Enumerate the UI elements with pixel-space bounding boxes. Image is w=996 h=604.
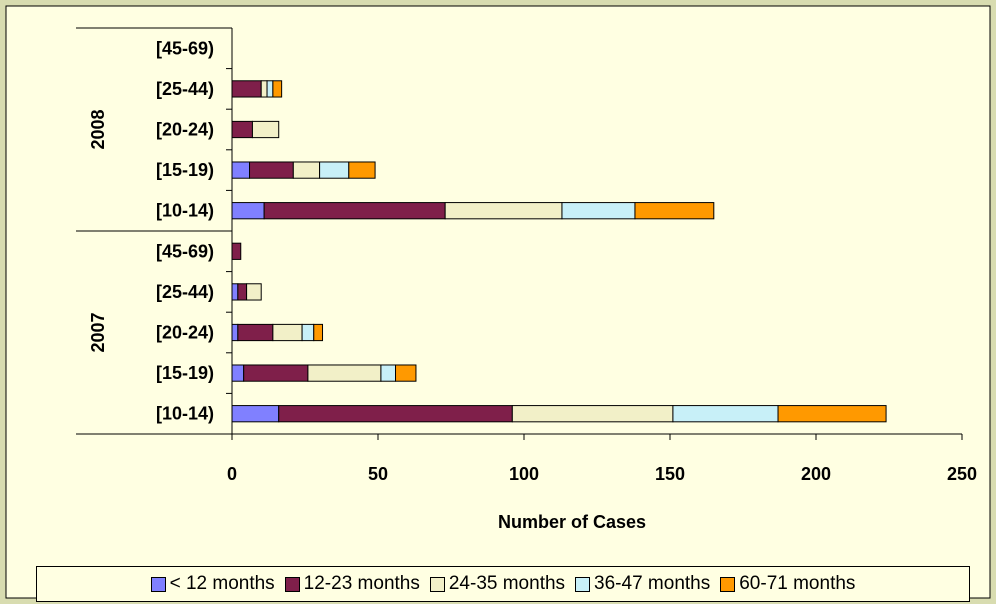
legend-label: 12-23 months	[303, 573, 420, 594]
legend-swatch	[150, 576, 166, 592]
legend-label: 60-71 months	[739, 573, 856, 594]
legend-label: < 12 months	[169, 573, 275, 594]
legend-swatch	[575, 576, 591, 592]
bar-segment	[249, 161, 294, 179]
legend-label: 24-35 months	[448, 573, 566, 594]
legend-item: 12-23 months	[284, 573, 420, 595]
bar-segment	[231, 364, 245, 382]
legend-swatch	[429, 576, 445, 592]
bar-segment	[319, 161, 350, 179]
bar-segment	[231, 323, 239, 342]
x-axis-title: Number of Cases	[498, 512, 646, 532]
bar-segment	[348, 161, 376, 179]
legend-swatch	[284, 576, 300, 592]
bar-segment	[380, 364, 397, 382]
bar-segment	[231, 242, 242, 260]
category-label: [25-44)	[156, 79, 214, 99]
bars-layer	[231, 80, 887, 423]
category-label: [20-24)	[156, 120, 214, 140]
legend-item: 60-71 months	[720, 573, 855, 595]
legend-item: < 12 months	[150, 573, 275, 595]
bar-segment	[561, 202, 636, 220]
legend-label: 36-47 months	[594, 573, 711, 594]
bar-segment	[444, 202, 563, 220]
x-tick-label: 150	[655, 464, 685, 484]
legend-item: 24-35 months	[429, 573, 566, 595]
category-label: [15-19)	[156, 363, 214, 383]
x-tick-label: 200	[801, 464, 831, 484]
bar-segment	[292, 161, 321, 179]
legend-swatch	[720, 576, 736, 592]
bar-segment	[231, 202, 265, 220]
bar-segment	[278, 405, 513, 423]
bar-segment	[231, 405, 280, 423]
category-label: [45-69)	[156, 241, 214, 261]
bar-segment	[251, 120, 280, 139]
bar-segment	[243, 364, 309, 382]
bar-segment	[246, 283, 262, 301]
x-tick-label: 50	[368, 464, 388, 484]
bar-segment	[237, 283, 248, 301]
bar-segment	[263, 202, 446, 220]
bar-segment	[231, 80, 262, 98]
legend: < 12 months 12-23 months 24-35 months 36-47…	[36, 566, 970, 602]
x-tick-label: 100	[509, 464, 539, 484]
bar-segment	[231, 283, 239, 301]
category-label: [10-14)	[156, 404, 214, 424]
bar-segment	[266, 80, 274, 98]
axes-layer: [45-69) [25-44) [20-24) [15-19) [10-14) [45-6…	[76, 27, 977, 484]
bar-segment	[260, 80, 268, 98]
x-tick-label: 0	[227, 464, 237, 484]
bar-segment	[237, 323, 274, 342]
category-label: [45-69)	[156, 38, 214, 58]
bar-segment	[672, 405, 779, 423]
bar-segment	[272, 80, 283, 98]
bar-segment	[272, 323, 303, 342]
bar-segment	[313, 323, 324, 342]
category-label: [20-24)	[156, 323, 214, 343]
group-label: 2007	[88, 312, 108, 352]
bar-segment	[231, 161, 251, 179]
bar-segment	[307, 364, 382, 382]
bar-segment	[301, 323, 315, 342]
category-label: [15-19)	[156, 160, 214, 180]
category-label: [25-44)	[156, 282, 214, 302]
bar-segment	[511, 405, 674, 423]
bar-segment	[634, 202, 715, 220]
category-label: [10-14)	[156, 201, 214, 221]
bar-segment	[231, 120, 253, 139]
legend-item: 36-47 months	[575, 573, 710, 595]
bar-segment	[395, 364, 417, 382]
bar-segment	[777, 405, 887, 423]
group-label: 2008	[88, 109, 108, 149]
x-tick-label: 250	[947, 464, 977, 484]
